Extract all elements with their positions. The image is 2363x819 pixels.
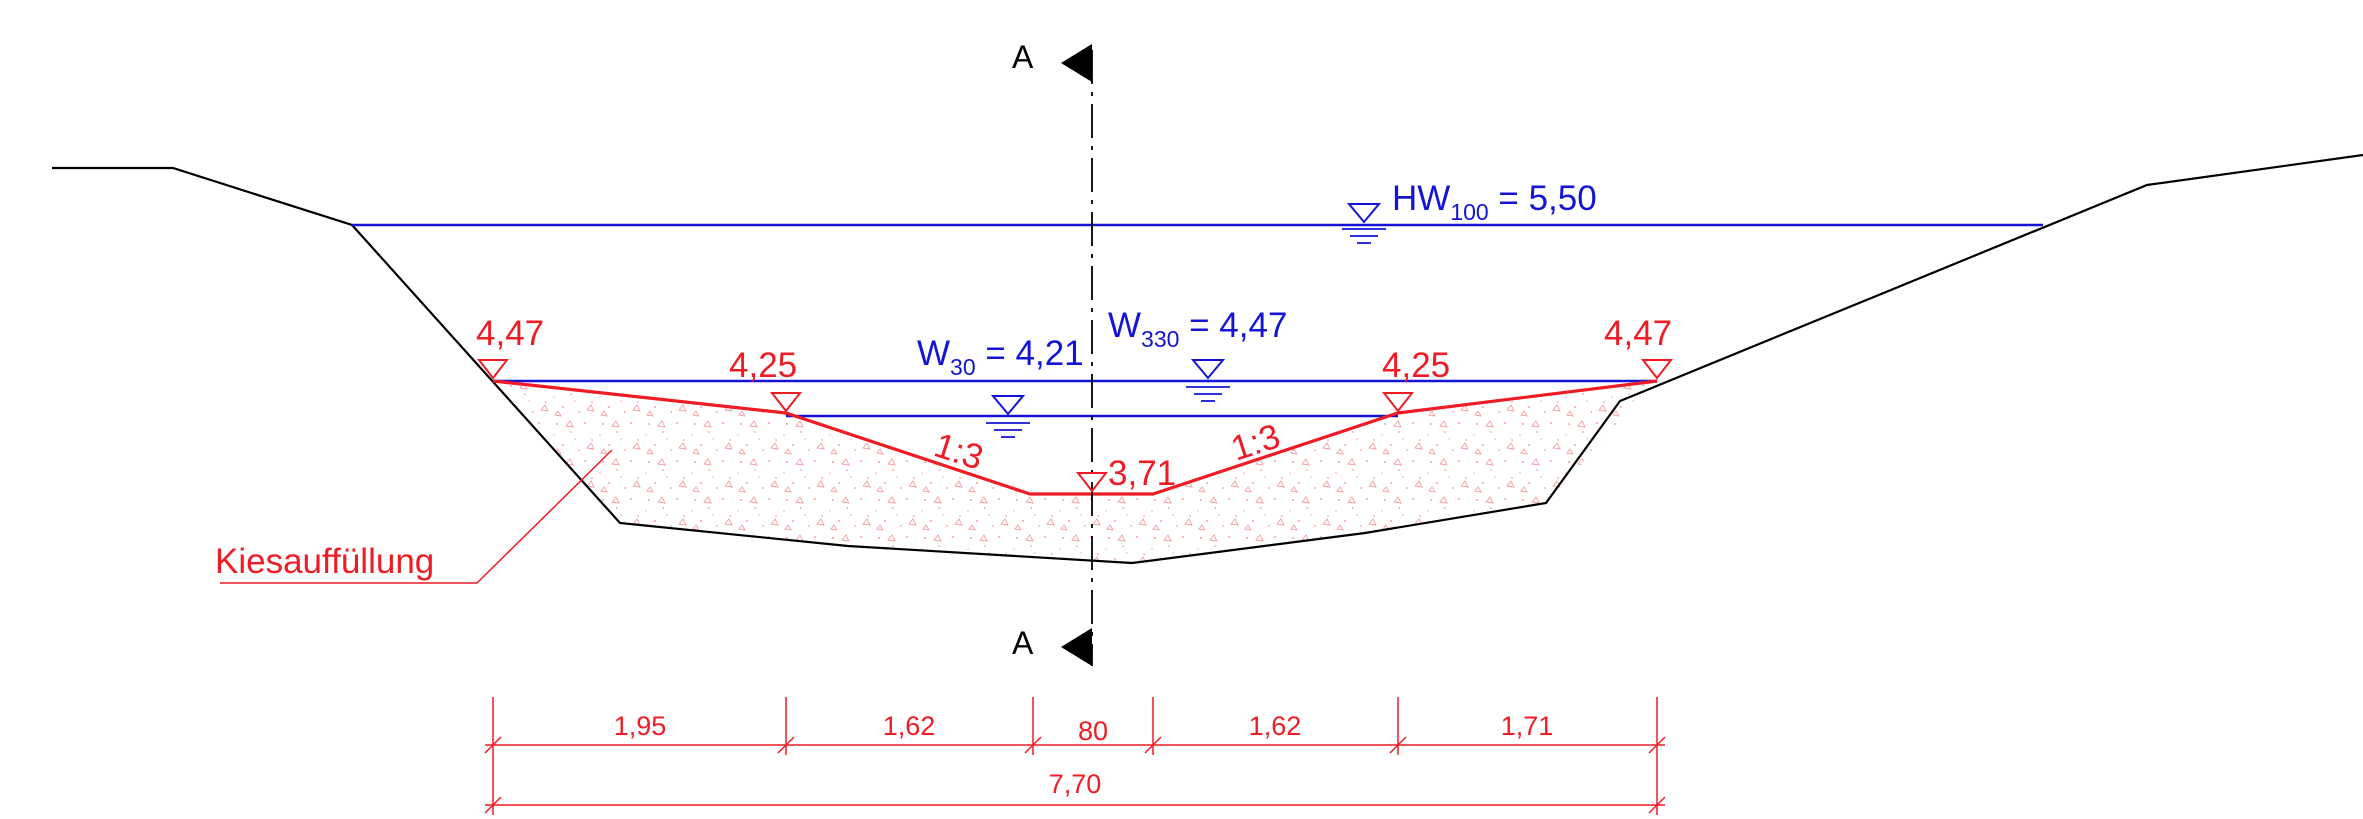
elevation-marker-right-top: [1640, 359, 1674, 380]
elevation-right-mid: 4,25: [1382, 346, 1450, 385]
dimension-segment-3: 80: [1078, 716, 1108, 746]
elevation-left-mid: 4,25: [729, 346, 797, 385]
gravel-fill-area: [493, 381, 1657, 563]
elevation-bottom: 3,71: [1108, 454, 1176, 493]
section-arrow-bottom: [1061, 628, 1092, 666]
section-label-top: A: [1012, 39, 1034, 75]
fill-leader-line: [220, 449, 613, 584]
elevation-marker-left-mid: [769, 392, 803, 413]
elevation-marker-left-top: [476, 359, 510, 380]
section-arrow-top: [1061, 44, 1092, 82]
dimension-segment-2: 1,62: [883, 711, 936, 741]
w30-label: W30 = 4,21: [917, 334, 1084, 380]
elevation-marker-bottom: [1075, 472, 1109, 493]
dimension-segment-5: 1,71: [1501, 711, 1554, 741]
dimension-chain: [484, 697, 1666, 815]
terrain-line: [52, 153, 2363, 565]
hw100-level-symbol: [1346, 203, 1382, 224]
fill-label: Kiesauffüllung: [215, 542, 434, 581]
w30-level-symbol: [990, 395, 1026, 416]
section-label-bottom: A: [1012, 625, 1034, 661]
dimension-segment-4: 1,62: [1249, 711, 1302, 741]
w330-level-symbol: [1190, 359, 1226, 380]
elevation-right-top: 4,47: [1604, 314, 1672, 353]
dimension-segment-1: 1,95: [614, 711, 667, 741]
elevation-left-top: 4,47: [476, 314, 544, 353]
elevation-marker-right-mid: [1381, 392, 1415, 413]
dimension-total: 7,70: [1049, 769, 1102, 799]
w330-label: W330 = 4,47: [1108, 306, 1287, 352]
hw100-label: HW100 = 5,50: [1392, 179, 1597, 225]
